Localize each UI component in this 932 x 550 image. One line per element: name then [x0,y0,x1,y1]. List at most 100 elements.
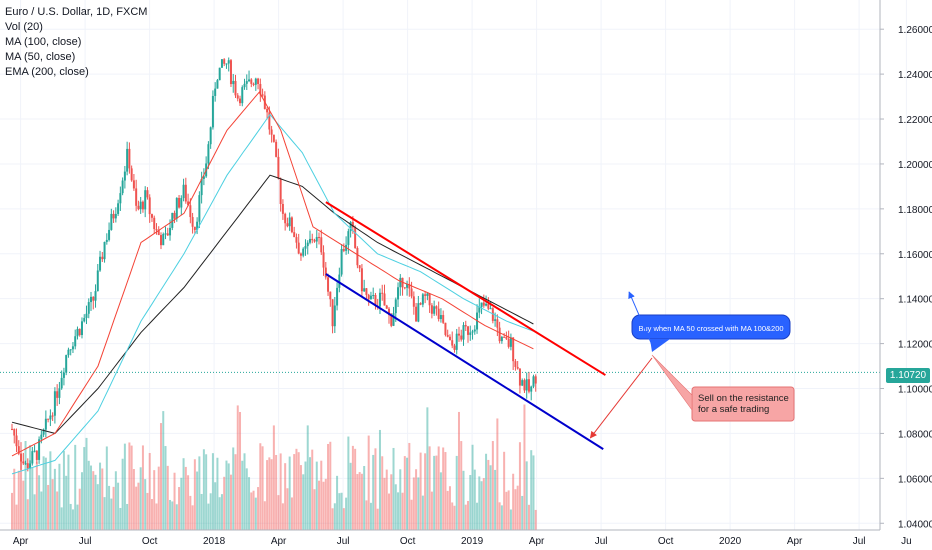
volume-bar [331,508,334,530]
candle-body [105,239,108,242]
candle-body [214,88,217,96]
volume-bar [480,481,483,530]
candle-body [442,315,445,323]
volume-bar [345,497,348,530]
volume-bar [428,446,431,530]
volume-bar [101,468,104,530]
volume-bar [378,429,381,530]
volume-bar [530,450,533,530]
volume-bar [150,499,153,530]
volume-bar [302,474,305,530]
candle-body [363,288,366,292]
candle-body [293,232,296,238]
volume-bar [403,456,406,530]
candle-body [507,338,510,347]
volume-bar [446,490,449,530]
y-tick-label: 1.22000 [898,115,932,126]
candle-body [130,168,133,181]
volume-bar [94,474,97,530]
ema200-line [11,174,534,434]
volume-bar [329,441,332,530]
volume-bar [35,462,38,530]
volume-bar [421,495,424,530]
indicator-ma100[interactable]: MA (100, close) [5,36,82,48]
volume-bar [211,453,214,530]
candle-body [101,256,104,260]
volume-bar [254,497,257,530]
volume-bar [363,466,366,530]
volume-bar [130,445,133,530]
candle-body [428,293,431,306]
volume-bar [257,487,260,530]
candle-body [338,274,341,288]
volume-bar [58,463,61,530]
candle-body [266,108,269,113]
volume-bar [157,466,160,530]
indicator-ma50[interactable]: MA (50, close) [5,51,76,63]
candle-body [340,248,343,275]
candle-body [141,201,144,210]
volume-bar [146,492,149,530]
candle-body [430,305,433,314]
volume-bar [266,460,269,530]
y-tick-label: 1.26000 [898,25,932,36]
volume-bar [518,442,521,530]
x-tick-label: Jul [337,536,350,547]
volume-bar [33,494,36,530]
volume-bar [351,445,354,530]
candle-body [480,302,483,308]
volume-bar [388,493,391,530]
candle-body [123,171,126,181]
candle-body [514,361,517,367]
volume-bar [521,495,524,530]
volume-bar [141,445,144,530]
candle-body [38,439,41,460]
volume-bar [171,501,174,530]
volume-bar [191,505,194,530]
candle-body [469,332,472,335]
candle-body [137,205,140,210]
candle-body [239,98,242,104]
volume-bar [200,493,203,530]
candle-body [248,79,251,82]
candle-body [144,190,147,210]
volume-bar [47,484,50,530]
volume-bar [99,462,102,530]
indicator-vol[interactable]: Vol (20) [5,21,43,33]
volume-bar [202,449,205,530]
candle-body [56,391,59,398]
candle-body [534,376,537,384]
volume-bar [245,468,248,530]
candle-body [243,83,246,88]
candle-body [26,463,29,469]
candle-body [498,327,501,342]
candle-body [383,293,386,306]
volume-bar [49,451,52,530]
candle-body [419,303,422,305]
candle-body [327,277,330,292]
volume-bar [433,455,436,530]
x-tick-label: 2020 [719,536,742,547]
candle-body [184,184,187,202]
volume-bar [80,472,83,530]
volume-bar [315,461,318,530]
candle-body [148,197,151,215]
volume-bar [514,489,517,530]
volume-bar [108,485,111,530]
candle-body [173,212,176,219]
indicator-ema200[interactable]: EMA (200, close) [5,66,89,78]
volume-bar [500,505,503,530]
legend: Euro / U.S. Dollar, 1D, FXCM Vol (20) MA… [5,5,147,80]
volume-bar [295,448,298,530]
annotations: Buy when MA 50 crossed with MA 100&200 Se… [589,291,795,439]
volume-bar [69,503,72,530]
candle-body [189,205,192,218]
x-tick-label: Oct [142,536,158,547]
ma50-line [11,91,534,457]
candle-body [397,287,400,300]
buy-callout-text: Buy when MA 50 crossed with MA 100&200 [638,324,783,333]
candle-body [372,294,375,296]
candle-body [200,178,203,196]
